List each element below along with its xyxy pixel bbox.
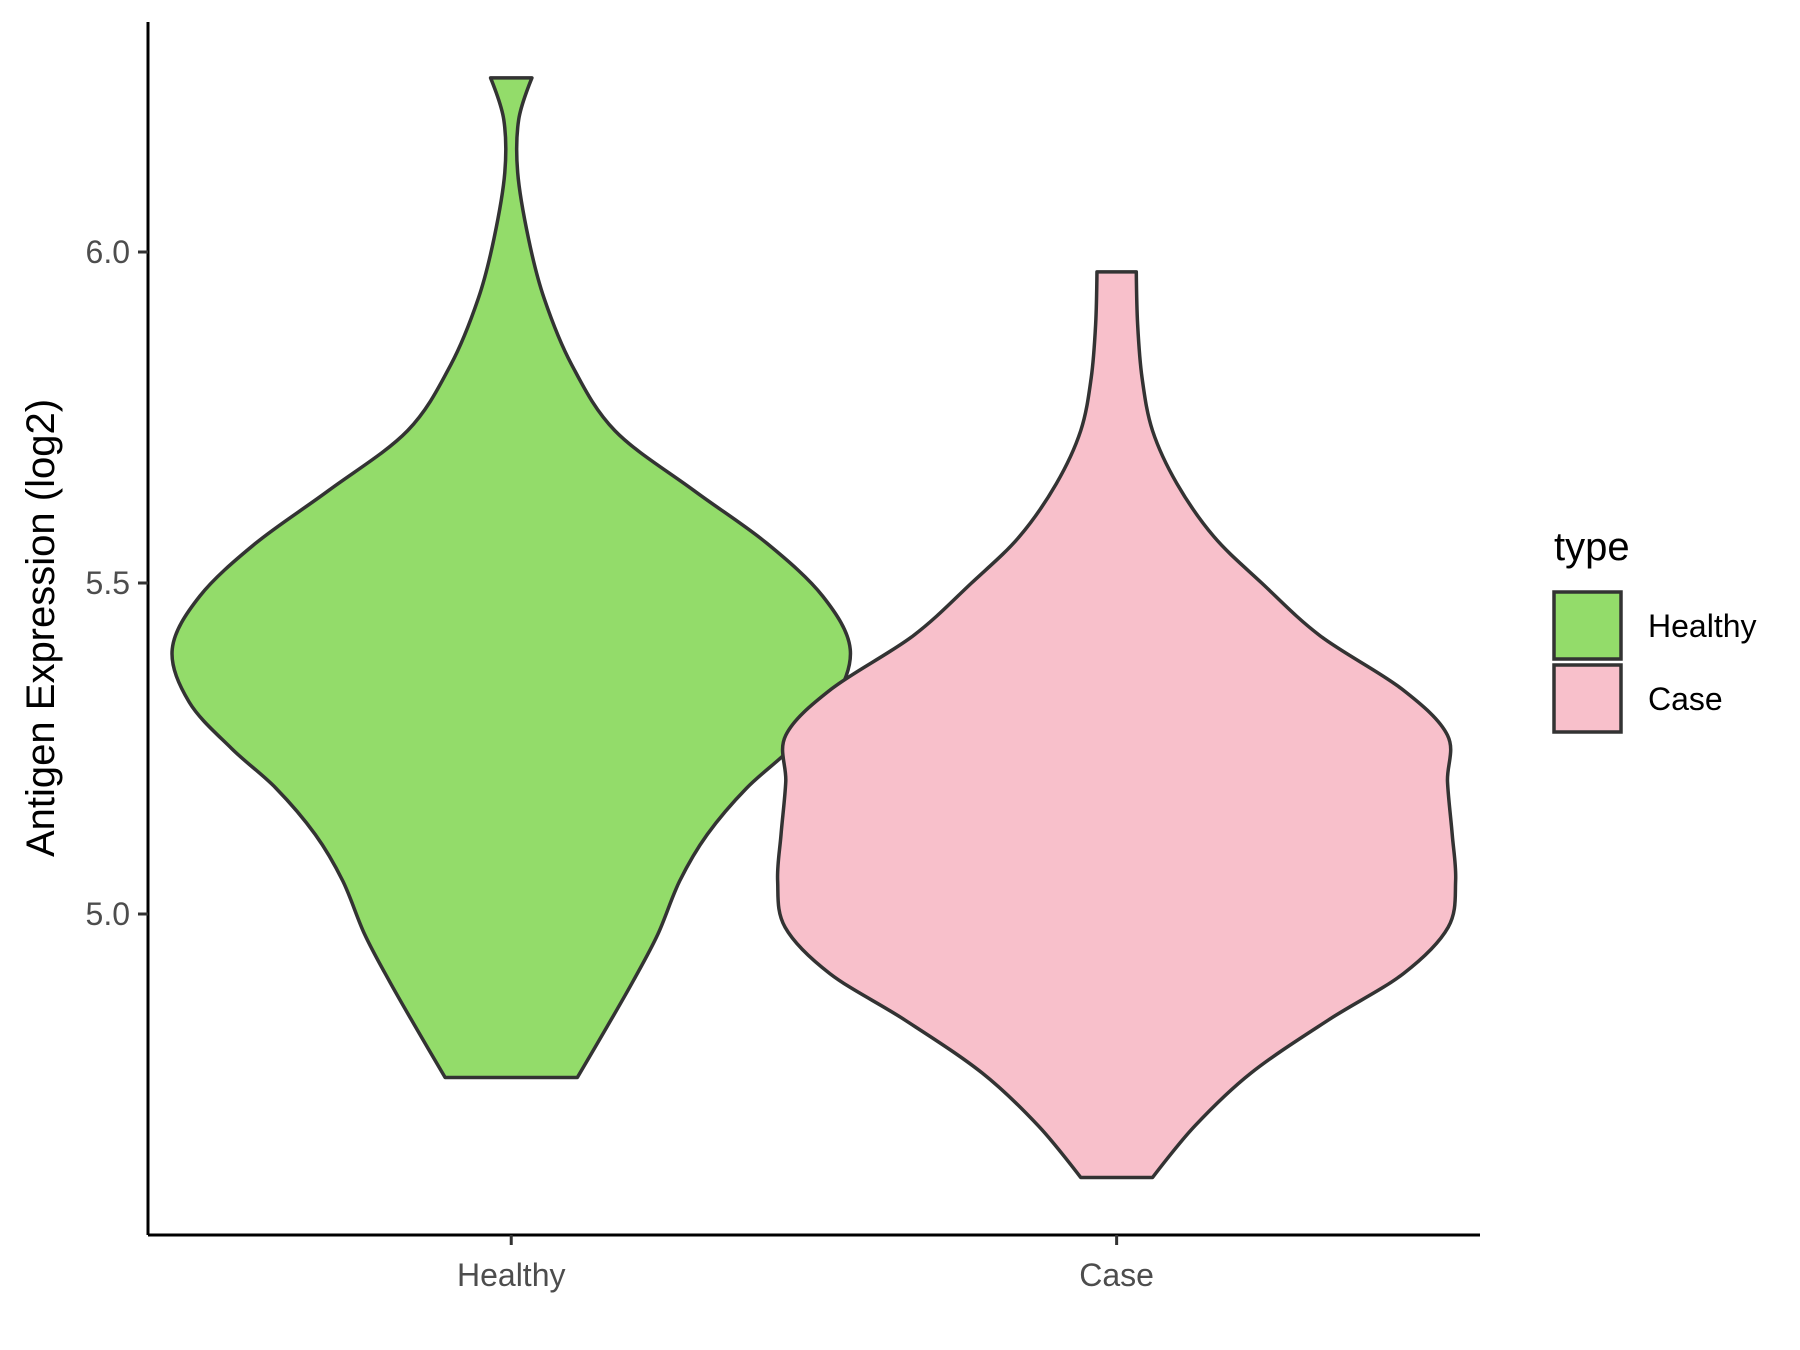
legend-key-healthy [1552, 590, 1623, 661]
y-ticks: 5.0 5.5 6.0 [86, 234, 148, 932]
legend-items: Healthy Case [1552, 590, 1757, 734]
y-tick-label: 5.0 [86, 896, 130, 932]
x-ticks: Healthy Case [457, 1235, 1154, 1293]
legend-label: Healthy [1648, 608, 1757, 644]
violin-layer [170, 76, 1458, 1180]
violin-case [775, 270, 1458, 1180]
legend-label: Case [1648, 681, 1723, 717]
axes: 5.0 5.5 6.0 Healthy Case [86, 22, 1480, 1293]
violin-healthy [170, 76, 853, 1080]
legend-title: type [1554, 525, 1630, 569]
y-axis-title: Antigen Expression (log2) [19, 399, 63, 857]
y-tick-label: 6.0 [86, 234, 130, 270]
x-tick-label: Healthy [457, 1257, 566, 1293]
y-tick-label: 5.5 [86, 565, 130, 601]
legend-key-case [1552, 663, 1623, 734]
legend: type Healthy Case [1552, 525, 1757, 734]
x-tick-label: Case [1079, 1257, 1154, 1293]
